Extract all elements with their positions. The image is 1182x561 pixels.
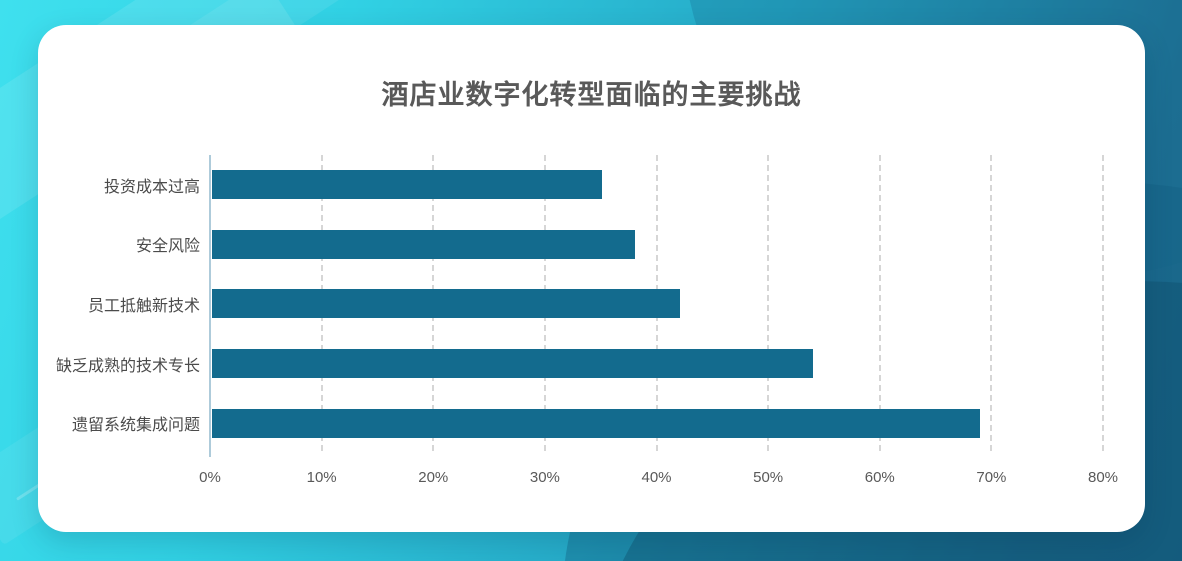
x-axis-tick-label: 40% — [641, 469, 672, 486]
y-axis-line — [209, 155, 211, 457]
bar-rows: 投资成本过高安全风险员工抵触新技术缺乏成熟的技术专长遗留系统集成问题 — [56, 155, 1103, 453]
category-label: 员工抵触新技术 — [87, 297, 200, 315]
bar — [212, 408, 981, 438]
x-axis-tick-label: 10% — [306, 469, 337, 486]
x-axis-tick-label: 0% — [199, 469, 221, 486]
gridline — [990, 155, 993, 453]
chart-title: 酒店业数字化转型面临的主要挑战 — [381, 80, 802, 110]
bar-row: 员工抵触新技术 — [88, 274, 1103, 334]
category-label: 安全风险 — [135, 238, 200, 256]
gridline — [1102, 155, 1104, 453]
category-label: 投资成本过高 — [103, 178, 200, 196]
chart-card: 酒店业数字化转型面临的主要挑战 投资成本过高安全风险员工抵触新技术缺乏成熟的技术… — [38, 25, 1145, 532]
x-axis-tick-label: 20% — [418, 469, 449, 486]
bar — [212, 349, 814, 379]
bar — [212, 229, 636, 259]
x-axis-tick-label: 30% — [529, 469, 560, 486]
category-label: 遗留系统集成问题 — [71, 417, 200, 435]
x-axis-tick-label: 80% — [1087, 469, 1119, 486]
x-axis-tick-label: 50% — [753, 469, 784, 486]
bar-row: 遗留系统集成问题 — [72, 393, 1103, 453]
bar-chart-plot-area: 投资成本过高安全风险员工抵触新技术缺乏成熟的技术专长遗留系统集成问题 — [56, 155, 1104, 457]
bar — [212, 170, 602, 200]
x-axis-tick-label: 60% — [864, 469, 895, 486]
bar-row: 投资成本过高 — [104, 155, 1103, 215]
category-label: 缺乏成熟的技术专长 — [55, 357, 200, 375]
x-axis: 0% 10% 20% 30% 40% 50% 60% 70% 80% — [199, 465, 1118, 491]
bar-row: 缺乏成熟的技术专长 — [56, 334, 1103, 394]
x-axis-tick-label: 70% — [976, 469, 1007, 486]
gridline — [878, 155, 881, 453]
bar-row: 安全风险 — [136, 215, 1103, 275]
bar — [212, 289, 680, 319]
gridline — [767, 155, 770, 453]
